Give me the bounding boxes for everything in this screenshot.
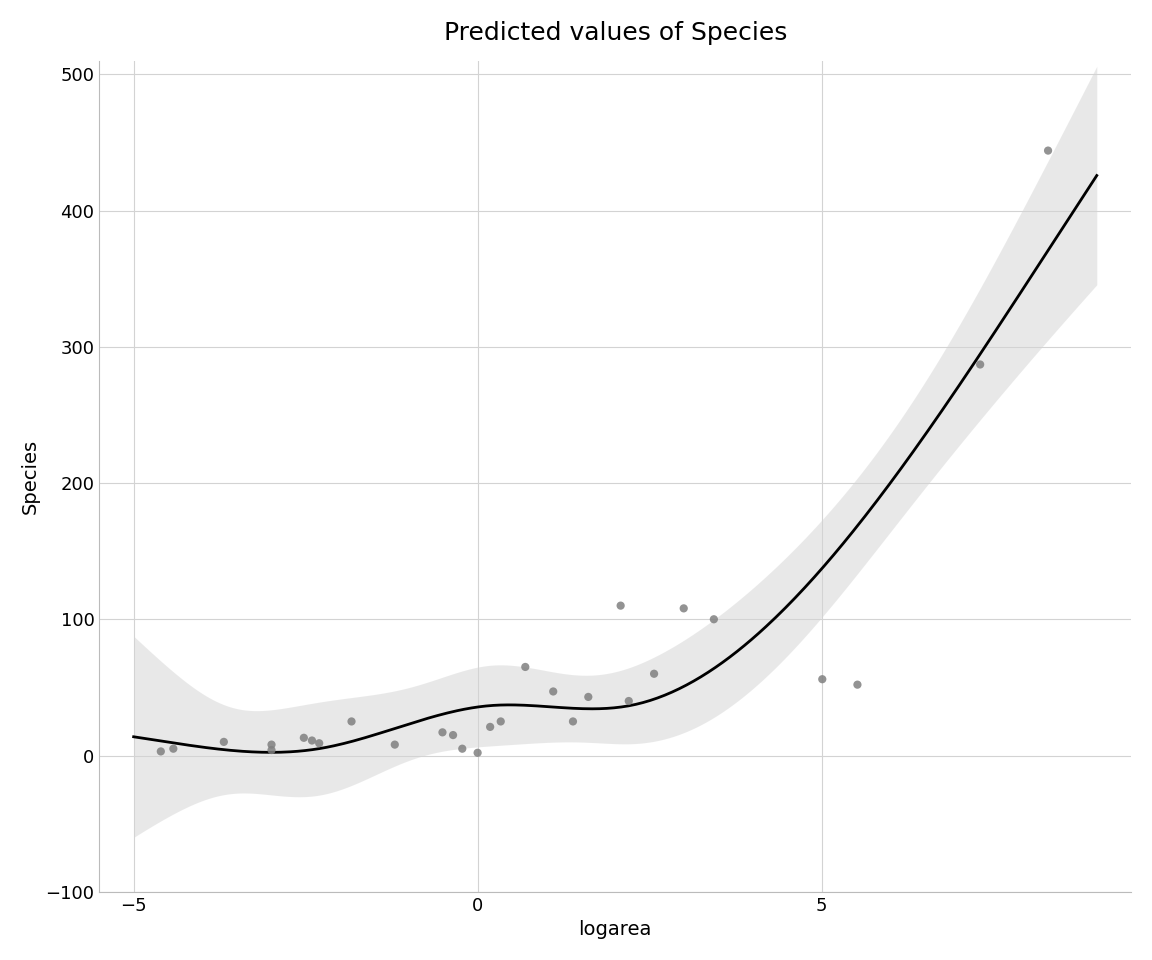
Point <box>620 693 638 708</box>
X-axis label: logarea: logarea <box>578 921 652 939</box>
Point <box>214 734 233 750</box>
Point <box>152 744 170 759</box>
Point <box>492 714 510 730</box>
Point <box>480 719 499 734</box>
Point <box>612 598 630 613</box>
Point <box>295 731 313 746</box>
Point <box>579 689 598 705</box>
Point <box>164 741 182 756</box>
Point <box>342 714 361 730</box>
Point <box>469 745 487 760</box>
Y-axis label: Species: Species <box>21 439 40 514</box>
Point <box>516 660 535 675</box>
Point <box>444 728 462 743</box>
Point <box>675 601 694 616</box>
Point <box>848 677 866 692</box>
Point <box>433 725 452 740</box>
Point <box>645 666 664 682</box>
Point <box>563 714 582 730</box>
Point <box>544 684 562 699</box>
Point <box>263 737 281 753</box>
Point <box>386 737 404 753</box>
Point <box>310 735 328 751</box>
Point <box>263 742 281 757</box>
Point <box>813 672 832 687</box>
Point <box>1039 143 1058 158</box>
Title: Predicted values of Species: Predicted values of Species <box>444 21 787 45</box>
Point <box>705 612 723 627</box>
Point <box>971 357 990 372</box>
Point <box>303 732 321 748</box>
Point <box>453 741 471 756</box>
